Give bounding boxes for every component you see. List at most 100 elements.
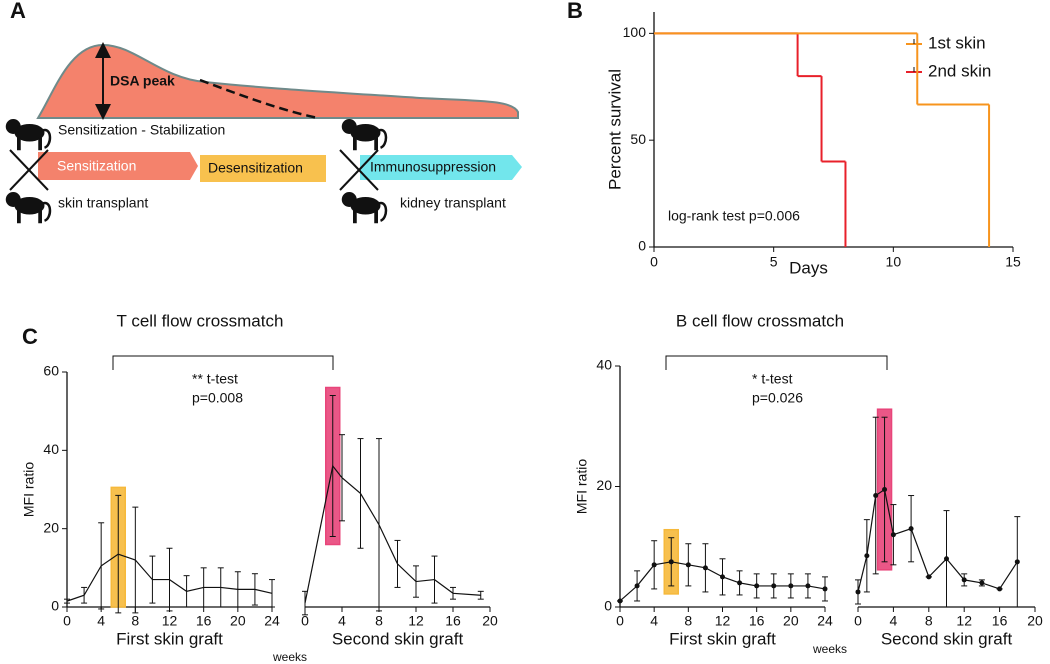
error-bar <box>269 579 275 608</box>
step-label: Sensitization <box>57 158 136 174</box>
step-box <box>200 155 326 182</box>
x-tick-label: 0 <box>616 613 624 629</box>
annotation: * t-test <box>752 371 793 387</box>
point <box>1014 559 1020 565</box>
y-tick-label: 0 <box>604 598 612 614</box>
error-bar <box>329 395 336 537</box>
point <box>873 493 879 499</box>
dashed-decline <box>199 78 319 120</box>
point <box>997 586 1003 592</box>
x-tick-label: 0 <box>854 613 862 629</box>
x-tick-label: 10 <box>886 254 902 270</box>
y-tick-label: 20 <box>43 519 59 535</box>
monkey-icon <box>340 117 388 152</box>
y-tick-label: 60 <box>43 363 59 379</box>
error-bar <box>234 571 241 608</box>
monkey-icon <box>4 117 52 152</box>
error-bar <box>477 590 484 600</box>
x-tick-label: 8 <box>375 613 383 629</box>
annotation: p=0.008 <box>192 390 243 406</box>
point <box>882 487 888 493</box>
x-tick-label: 0 <box>301 613 309 629</box>
x-tick-label: 12 <box>408 613 424 629</box>
chart-title: T cell flow crossmatch <box>117 311 284 330</box>
x-tick-label: 4 <box>97 613 105 629</box>
point <box>737 580 743 586</box>
point <box>702 565 708 571</box>
step-arrow <box>38 152 198 180</box>
transplant-label: skin transplant <box>58 195 148 211</box>
y-axis-label: MFI ratio <box>21 462 37 517</box>
error-bar <box>376 438 382 612</box>
x-tick-label: 4 <box>890 613 898 629</box>
error-bar <box>339 434 345 522</box>
point <box>685 562 691 568</box>
x-tick-label: 12 <box>956 613 972 629</box>
x-tick-label: 24 <box>264 613 280 629</box>
legend-label: 2nd skin <box>928 61 991 80</box>
error-bar <box>431 555 438 604</box>
y-axis-label: Percent survival <box>605 69 624 190</box>
y-axis-label: MFI ratio <box>574 459 590 514</box>
panel-label: C <box>22 324 38 349</box>
annotation: log-rank test p=0.006 <box>668 208 800 224</box>
error-bar <box>115 494 122 614</box>
point <box>864 553 870 559</box>
step-label: Immunosuppression <box>370 159 496 175</box>
point <box>979 580 985 586</box>
error-bar <box>183 575 190 608</box>
bracket <box>112 355 334 370</box>
mean-line <box>304 464 481 604</box>
x-tick-label: 20 <box>1027 613 1043 629</box>
y-tick-label: 100 <box>623 24 647 40</box>
x-tick-label: 16 <box>992 613 1008 629</box>
point <box>720 574 725 580</box>
mean-line <box>857 488 1018 593</box>
x-tick-label: 12 <box>162 613 178 629</box>
x-tick-label: 24 <box>817 613 833 629</box>
x-tick-label: 20 <box>230 613 246 629</box>
error-bar <box>394 539 401 588</box>
point <box>771 583 777 589</box>
y-tick-label: 50 <box>630 131 646 147</box>
point <box>890 532 896 538</box>
error-bar <box>166 547 173 612</box>
x-tick-label: 16 <box>749 613 765 629</box>
point <box>754 583 760 589</box>
point <box>926 574 932 580</box>
segment-label: Second skin graft <box>881 629 1013 648</box>
cross <box>339 149 379 191</box>
error-bar <box>413 565 419 598</box>
point <box>617 598 623 604</box>
panel-label: B <box>567 0 583 23</box>
x-tick-label: 4 <box>338 613 346 629</box>
monkey-icon <box>340 190 388 225</box>
point <box>668 559 674 565</box>
y-tick-label: 40 <box>43 441 59 457</box>
y-tick-label: 40 <box>596 357 612 373</box>
error-bar <box>81 586 88 604</box>
annotation: ** t-test <box>192 371 238 387</box>
x-tick-label: 12 <box>715 613 731 629</box>
x-tick-label: 16 <box>196 613 212 629</box>
error-bar <box>302 590 308 616</box>
x-tick-label: 8 <box>684 613 692 629</box>
x-tick-label: 15 <box>1005 254 1021 270</box>
step-label: Desensitization <box>208 160 303 176</box>
x-tick-label: 5 <box>770 254 778 270</box>
x-tick-label: 20 <box>783 613 799 629</box>
x-axis-label: weeks <box>812 642 847 656</box>
phase-label: Sensitization - Stabilization <box>58 122 225 138</box>
point <box>908 526 914 532</box>
error-bar <box>217 567 224 608</box>
transplant-label: kidney transplant <box>400 195 506 211</box>
segment-label: First skin graft <box>669 629 776 648</box>
y-tick-label: 0 <box>638 238 646 254</box>
point <box>961 577 967 583</box>
segment-label: First skin graft <box>116 629 223 648</box>
x-axis-label: Days <box>789 258 828 277</box>
error-bar <box>357 438 364 549</box>
point <box>651 562 657 568</box>
error-bar <box>200 567 207 608</box>
